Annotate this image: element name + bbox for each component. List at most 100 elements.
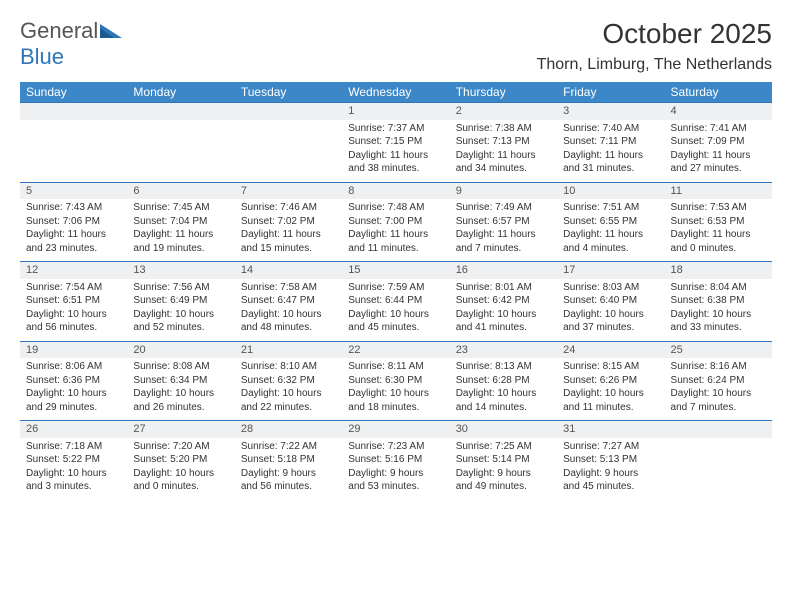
day-number-row: 1234 (20, 103, 772, 120)
sunrise-line: Sunrise: 7:18 AM (26, 440, 121, 454)
weekday-header: Friday (557, 82, 664, 103)
day-number-cell: 12 (20, 262, 127, 279)
calendar-body: 1234Sunrise: 7:37 AMSunset: 7:15 PMDayli… (20, 103, 772, 500)
weekday-header: Saturday (665, 82, 772, 103)
day-data-cell: Sunrise: 7:18 AMSunset: 5:22 PMDaylight:… (20, 438, 127, 500)
day-data-row: Sunrise: 7:37 AMSunset: 7:15 PMDaylight:… (20, 120, 772, 183)
daylight-line: Daylight: 11 hours (671, 149, 766, 163)
daylight-min-line: and 56 minutes. (26, 321, 121, 335)
day-data-cell: Sunrise: 7:43 AMSunset: 7:06 PMDaylight:… (20, 199, 127, 262)
day-data-cell: Sunrise: 7:59 AMSunset: 6:44 PMDaylight:… (342, 279, 449, 342)
daylight-line: Daylight: 10 hours (563, 308, 658, 322)
sunset-line: Sunset: 6:42 PM (456, 294, 551, 308)
day-number-cell: 10 (557, 182, 664, 199)
day-number-cell (127, 103, 234, 120)
logo-text: General Blue (20, 18, 122, 70)
day-data-cell (127, 120, 234, 183)
sunset-line: Sunset: 5:22 PM (26, 453, 121, 467)
daylight-line: Daylight: 11 hours (348, 228, 443, 242)
day-number-cell: 26 (20, 421, 127, 438)
sunset-line: Sunset: 7:11 PM (563, 135, 658, 149)
day-data-cell: Sunrise: 7:58 AMSunset: 6:47 PMDaylight:… (235, 279, 342, 342)
daylight-min-line: and 48 minutes. (241, 321, 336, 335)
sunset-line: Sunset: 7:04 PM (133, 215, 228, 229)
sunset-line: Sunset: 6:55 PM (563, 215, 658, 229)
day-number-cell: 15 (342, 262, 449, 279)
sunrise-line: Sunrise: 7:54 AM (26, 281, 121, 295)
day-number-cell: 18 (665, 262, 772, 279)
sunrise-line: Sunrise: 8:16 AM (671, 360, 766, 374)
sunset-line: Sunset: 7:00 PM (348, 215, 443, 229)
day-number-cell: 27 (127, 421, 234, 438)
sunset-line: Sunset: 5:14 PM (456, 453, 551, 467)
daylight-line: Daylight: 9 hours (563, 467, 658, 481)
sunrise-line: Sunrise: 7:51 AM (563, 201, 658, 215)
sunset-line: Sunset: 5:18 PM (241, 453, 336, 467)
day-number-cell: 6 (127, 182, 234, 199)
daylight-line: Daylight: 9 hours (348, 467, 443, 481)
daylight-min-line: and 34 minutes. (456, 162, 551, 176)
sunset-line: Sunset: 7:09 PM (671, 135, 766, 149)
day-number-cell: 22 (342, 341, 449, 358)
day-number-cell (20, 103, 127, 120)
sunrise-line: Sunrise: 7:43 AM (26, 201, 121, 215)
day-data-row: Sunrise: 7:18 AMSunset: 5:22 PM Daylight:… (20, 438, 772, 500)
weekday-header: Tuesday (235, 82, 342, 103)
sunrise-line: Sunrise: 7:46 AM (241, 201, 336, 215)
daylight-line: Daylight: 10 hours (241, 387, 336, 401)
sunrise-line: Sunrise: 8:10 AM (241, 360, 336, 374)
sunrise-line: Sunrise: 7:25 AM (456, 440, 551, 454)
sunset-line: Sunset: 6:47 PM (241, 294, 336, 308)
daylight-min-line: and 18 minutes. (348, 401, 443, 415)
sunrise-line: Sunrise: 8:06 AM (26, 360, 121, 374)
daylight-min-line: and 45 minutes. (563, 480, 658, 494)
day-data-cell: Sunrise: 8:01 AMSunset: 6:42 PMDaylight:… (450, 279, 557, 342)
daylight-line: Daylight: 10 hours (456, 387, 551, 401)
sunset-line: Sunset: 7:15 PM (348, 135, 443, 149)
daylight-line: Daylight: 10 hours (26, 387, 121, 401)
daylight-min-line: and 0 minutes. (133, 480, 228, 494)
daylight-min-line: and 53 minutes. (348, 480, 443, 494)
daylight-line: Daylight: 11 hours (348, 149, 443, 163)
sunrise-line: Sunrise: 8:04 AM (671, 281, 766, 295)
daylight-line: Daylight: 10 hours (348, 308, 443, 322)
day-number-cell: 4 (665, 103, 772, 120)
weekday-header-row: SundayMondayTuesdayWednesdayThursdayFrid… (20, 82, 772, 103)
day-data-cell: Sunrise: 8:13 AMSunset: 6:28 PMDaylight:… (450, 358, 557, 421)
daylight-line: Daylight: 10 hours (133, 467, 228, 481)
sunrise-line: Sunrise: 7:23 AM (348, 440, 443, 454)
day-number-cell (665, 421, 772, 438)
day-data-cell: Sunrise: 7:46 AMSunset: 7:02 PMDaylight:… (235, 199, 342, 262)
daylight-min-line: and 37 minutes. (563, 321, 658, 335)
daylight-min-line: and 7 minutes. (456, 242, 551, 256)
sunrise-line: Sunrise: 7:58 AM (241, 281, 336, 295)
daylight-min-line: and 22 minutes. (241, 401, 336, 415)
day-number-cell: 20 (127, 341, 234, 358)
day-number-cell: 11 (665, 182, 772, 199)
daylight-line: Daylight: 10 hours (26, 308, 121, 322)
day-data-cell: Sunrise: 8:03 AMSunset: 6:40 PMDaylight:… (557, 279, 664, 342)
daylight-line: Daylight: 10 hours (456, 308, 551, 322)
sunset-line: Sunset: 7:02 PM (241, 215, 336, 229)
day-number-row: 567891011 (20, 182, 772, 199)
sunrise-line: Sunrise: 7:48 AM (348, 201, 443, 215)
daylight-line: Daylight: 9 hours (456, 467, 551, 481)
day-data-cell: Sunrise: 8:11 AMSunset: 6:30 PMDaylight:… (342, 358, 449, 421)
day-number-cell: 2 (450, 103, 557, 120)
day-data-cell: Sunrise: 7:38 AMSunset: 7:13 PMDaylight:… (450, 120, 557, 183)
day-number-cell: 28 (235, 421, 342, 438)
daylight-line: Daylight: 10 hours (348, 387, 443, 401)
sunrise-line: Sunrise: 7:40 AM (563, 122, 658, 136)
day-number-cell: 25 (665, 341, 772, 358)
sunset-line: Sunset: 6:57 PM (456, 215, 551, 229)
day-number-cell: 3 (557, 103, 664, 120)
sunset-line: Sunset: 6:30 PM (348, 374, 443, 388)
logo-word-general: General (20, 18, 98, 43)
day-data-cell: Sunrise: 7:48 AMSunset: 7:00 PMDaylight:… (342, 199, 449, 262)
weekday-header: Monday (127, 82, 234, 103)
daylight-min-line: and 45 minutes. (348, 321, 443, 335)
daylight-min-line: and 3 minutes. (26, 480, 121, 494)
daylight-line: Daylight: 10 hours (671, 387, 766, 401)
sunrise-line: Sunrise: 7:27 AM (563, 440, 658, 454)
sunset-line: Sunset: 6:53 PM (671, 215, 766, 229)
